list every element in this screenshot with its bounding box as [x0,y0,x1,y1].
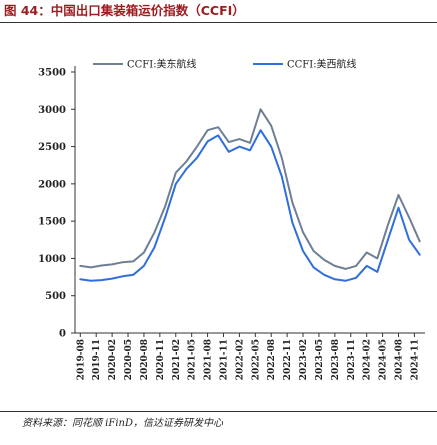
y-tick-label: 500 [45,291,66,302]
legend-label-2: CCFI:美西航线 [287,58,357,71]
top-rule [0,22,437,23]
x-tick-label: 2021-08 [204,339,214,380]
x-tick-label: 2022-11 [283,339,293,380]
x-tick-label: 2022-02 [235,339,245,380]
x-tick-label: 2023-05 [315,339,325,380]
x-tick-label: 2024-11 [410,339,420,380]
source-note: 资料来源：同花顺 iFinD，信达证券研发中心 [22,418,223,429]
x-tick-label: 2020-11 [156,339,166,380]
y-tick-label: 1500 [38,217,66,228]
x-tick-label: 2019-08 [76,339,86,380]
chart-legend: CCFI:美东航线 CCFI:美西航线 [93,58,357,71]
x-tick-label: 2024-05 [379,339,389,380]
y-tick-label: 3500 [38,68,66,79]
x-tick-label: 2020-08 [140,339,150,380]
y-tick-label: 3000 [38,105,66,116]
x-tick-label: 2023-11 [347,339,357,380]
y-tick-label: 2500 [38,142,66,153]
y-axis-ticks: 0 500 1000 1500 2000 2500 3000 3500 [38,68,75,340]
y-tick-label: 1000 [38,254,66,265]
x-tick-label: 2020-02 [108,339,118,380]
x-tick-label: 2023-08 [331,339,341,380]
y-tick-label: 2000 [38,179,66,190]
x-axis-ticks: 2019-08 2019-11 2020-02 2020-05 2020-08 2020-… [76,333,420,380]
x-tick-label: 2022-05 [251,339,261,380]
x-tick-label: 2022-08 [267,339,277,380]
bottom-rule [0,411,437,412]
x-tick-label: 2024-02 [363,339,373,380]
figure-title: 图 44：中国出口集装箱运价指数（CCFI） [4,3,245,18]
legend-label-1: CCFI:美东航线 [127,58,197,71]
chart-axes [74,66,425,334]
x-tick-label: 2019-11 [92,339,102,380]
x-tick-label: 2021-02 [172,339,182,380]
series-line-1 [79,108,421,270]
x-tick-label: 2021-05 [188,339,198,380]
series-lines [79,108,421,282]
x-tick-label: 2021-11 [219,339,229,380]
x-tick-label: 2020-05 [124,339,134,380]
x-tick-label: 2023-02 [299,339,309,380]
series-line-2 [79,129,421,282]
x-tick-label: 2024-08 [394,339,404,380]
y-tick-label: 0 [59,329,66,340]
